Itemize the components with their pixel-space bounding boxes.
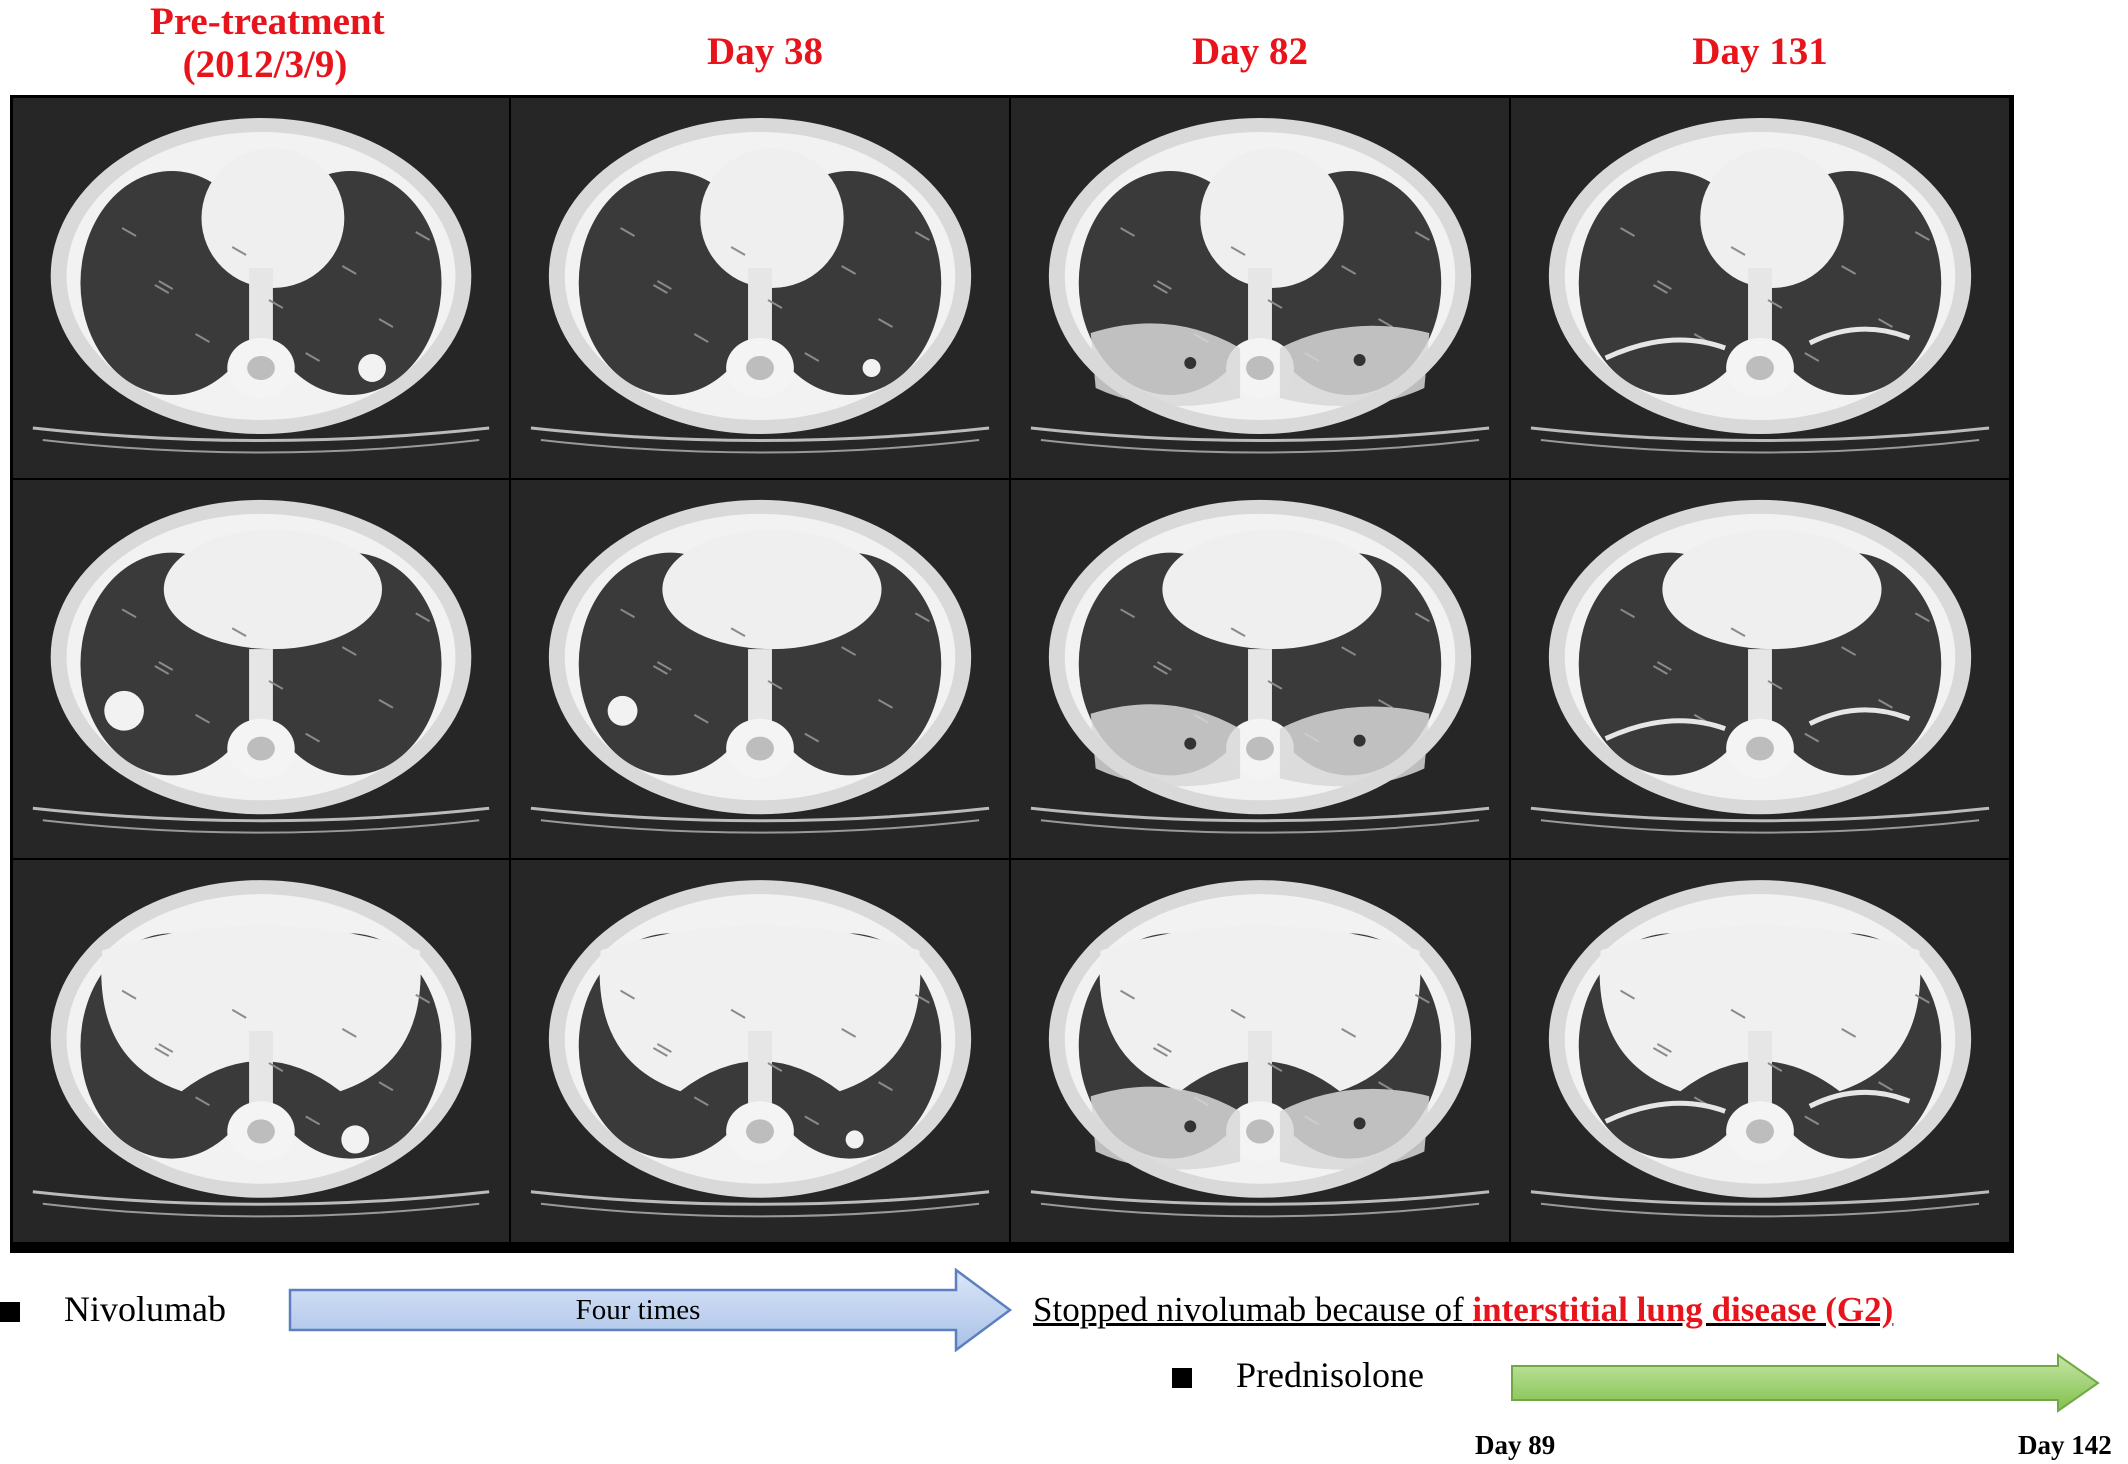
ct-scan-image — [1011, 480, 1509, 858]
prednisolone-bullet-icon — [1172, 1368, 1192, 1388]
column-header-day131: Day 131 — [1692, 30, 1828, 73]
prednisolone-end-day: Day 142 — [2018, 1430, 2112, 1460]
ct-scan-image — [511, 98, 1009, 478]
stopped-nivolumab-note: Stopped nivolumab because of interstitia… — [1033, 1290, 1893, 1330]
prednisolone-arrow — [1510, 1353, 2100, 1413]
nivolumab-arrow-shape — [288, 1268, 1013, 1352]
ct-scan-day131-middle — [1511, 480, 2009, 858]
stopped-nivolumab-reason: interstitial lung disease (G2) — [1472, 1290, 1894, 1329]
nivolumab-arrow: Four times — [288, 1268, 1013, 1352]
ct-scan-day131-lower — [1511, 860, 2009, 1242]
column-header-day38: Day 38 — [707, 30, 823, 73]
prednisolone-arrow-shape — [1511, 1353, 2100, 1413]
ct-image-grid — [10, 95, 2014, 1253]
ct-scan-pretreatment-middle — [13, 480, 509, 858]
ct-scan-day82-upper — [1011, 98, 1509, 478]
ct-scan-image — [13, 98, 509, 478]
column-header-day82: Day 82 — [1192, 30, 1308, 73]
ct-scan-image — [13, 480, 509, 858]
ct-scan-image — [13, 860, 509, 1242]
column-header-pretreatment-date: (2012/3/9) — [182, 43, 348, 86]
nivolumab-arrow-text: Four times — [575, 1293, 701, 1326]
ct-scan-day38-middle — [511, 480, 1009, 858]
ct-scan-image — [1011, 98, 1509, 478]
prednisolone-start-day: Day 89 — [1475, 1430, 1556, 1460]
prednisolone-label: Prednisolone — [1236, 1355, 1424, 1395]
ct-scan-image — [511, 860, 1009, 1242]
ct-scan-image — [1511, 480, 2009, 858]
ct-scan-image — [1011, 860, 1509, 1242]
ct-scan-image — [1511, 860, 2009, 1242]
ct-scan-pretreatment-upper — [13, 98, 509, 478]
ct-scan-image — [1511, 98, 2009, 478]
ct-scan-pretreatment-lower — [13, 860, 509, 1242]
ct-scan-day82-lower — [1011, 860, 1509, 1242]
nivolumab-label: Nivolumab — [64, 1289, 226, 1329]
ct-scan-day82-middle — [1011, 480, 1509, 858]
ct-scan-day131-upper — [1511, 98, 2009, 478]
nivolumab-bullet-icon — [0, 1302, 20, 1322]
ct-scan-image — [511, 480, 1009, 858]
stopped-nivolumab-text: Stopped nivolumab because of — [1033, 1290, 1473, 1329]
ct-scan-day38-upper — [511, 98, 1009, 478]
column-header-pretreatment: Pre-treatment (2012/3/9) — [150, 0, 385, 86]
ct-scan-day38-lower — [511, 860, 1009, 1242]
column-header-pretreatment-title: Pre-treatment — [150, 0, 385, 43]
